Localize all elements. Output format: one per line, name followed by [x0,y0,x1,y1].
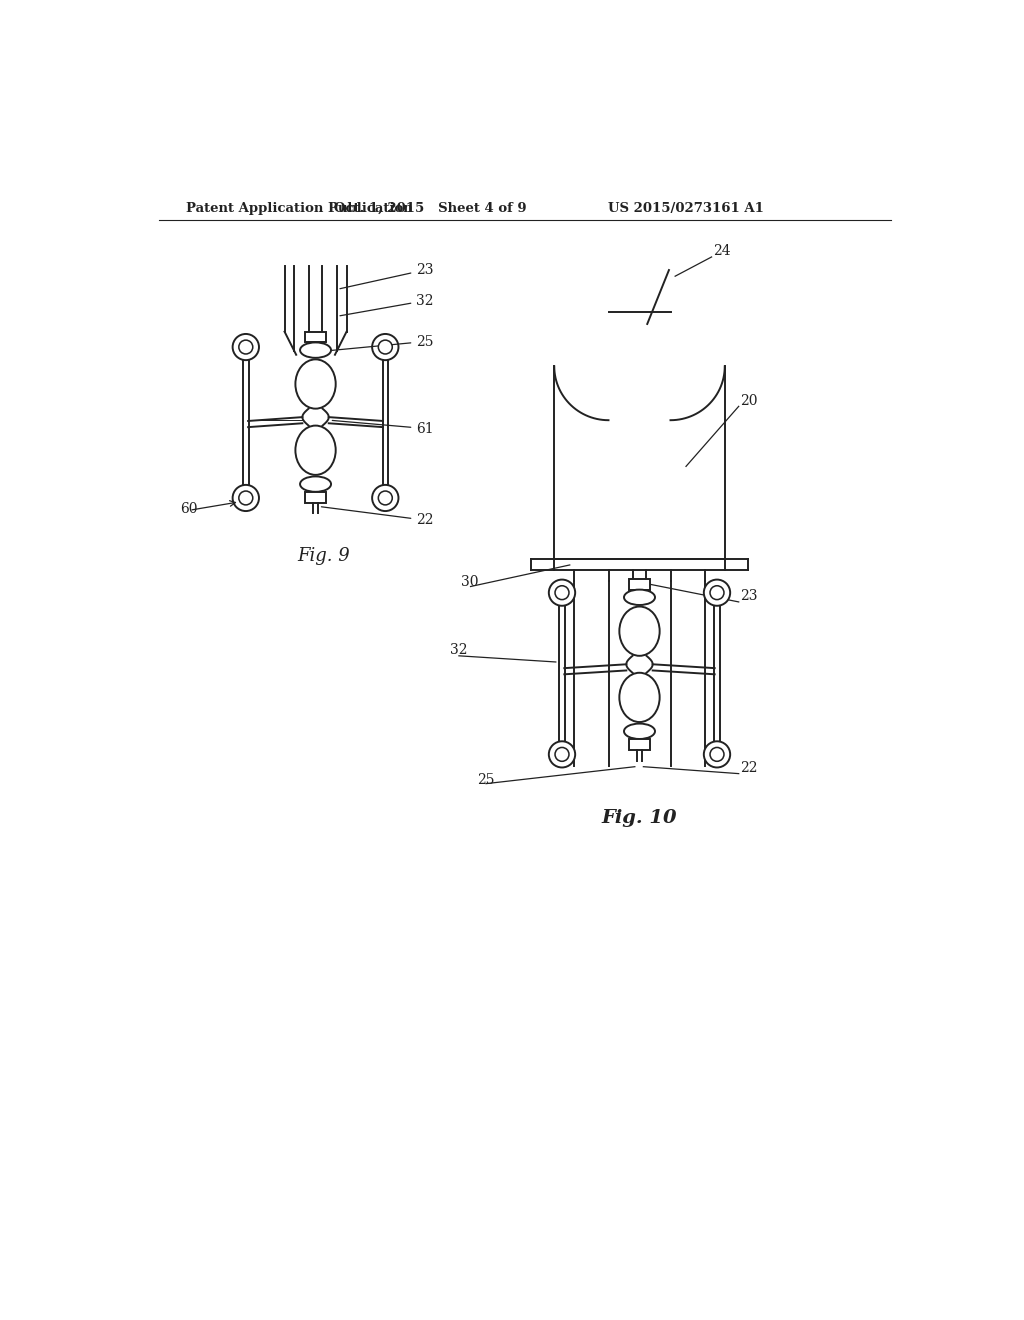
Ellipse shape [295,359,336,409]
Text: 61: 61 [332,421,434,436]
Circle shape [703,579,730,606]
Circle shape [239,491,253,506]
FancyBboxPatch shape [629,739,650,750]
Text: Oct. 1, 2015   Sheet 4 of 9: Oct. 1, 2015 Sheet 4 of 9 [334,202,526,215]
Ellipse shape [620,607,659,656]
Circle shape [555,586,569,599]
Circle shape [239,341,253,354]
Ellipse shape [624,590,655,605]
FancyBboxPatch shape [305,331,327,342]
Circle shape [232,334,259,360]
Ellipse shape [624,723,655,739]
Ellipse shape [300,477,331,492]
Text: 24: 24 [713,244,731,257]
Text: 20: 20 [740,393,758,408]
Text: 60: 60 [180,503,198,516]
Text: 25: 25 [329,334,434,351]
Text: 23: 23 [340,263,434,289]
Text: 32: 32 [450,643,467,657]
Circle shape [703,742,730,767]
Text: Fig. 9: Fig. 9 [297,546,349,565]
Circle shape [555,747,569,762]
Text: 23: 23 [740,590,758,603]
FancyBboxPatch shape [629,578,650,590]
Text: 32: 32 [340,294,434,315]
Circle shape [710,747,724,762]
Circle shape [372,484,398,511]
Circle shape [232,484,259,511]
Circle shape [549,579,575,606]
Circle shape [710,586,724,599]
Text: US 2015/0273161 A1: US 2015/0273161 A1 [608,202,764,215]
Ellipse shape [295,425,336,475]
FancyBboxPatch shape [305,492,327,503]
Ellipse shape [620,673,659,722]
Text: Fig. 10: Fig. 10 [602,809,677,828]
Text: 22: 22 [322,507,434,527]
Circle shape [549,742,575,767]
Text: 22: 22 [740,762,758,775]
Ellipse shape [300,342,331,358]
Text: 30: 30 [461,574,479,589]
Circle shape [378,341,392,354]
Text: Patent Application Publication: Patent Application Publication [186,202,413,215]
Circle shape [372,334,398,360]
Circle shape [378,491,392,506]
Text: 25: 25 [477,772,495,787]
